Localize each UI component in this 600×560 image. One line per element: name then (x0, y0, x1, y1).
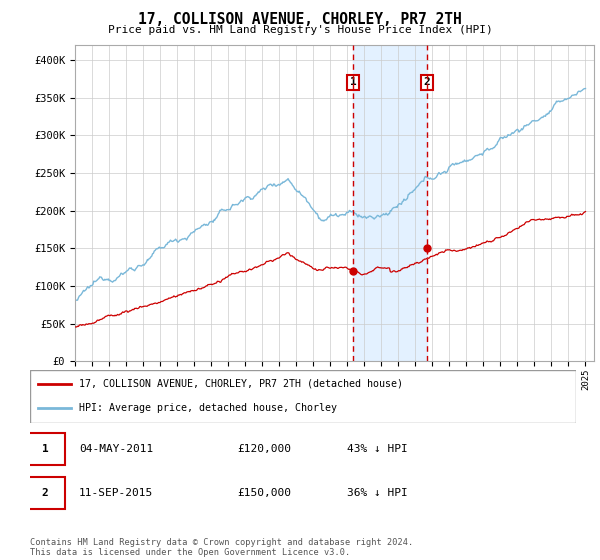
FancyBboxPatch shape (25, 433, 65, 465)
Text: 04-MAY-2011: 04-MAY-2011 (79, 444, 154, 454)
Text: 36% ↓ HPI: 36% ↓ HPI (347, 488, 407, 498)
Text: £150,000: £150,000 (238, 488, 292, 498)
FancyBboxPatch shape (30, 370, 576, 423)
Text: 1: 1 (350, 77, 356, 87)
Text: HPI: Average price, detached house, Chorley: HPI: Average price, detached house, Chor… (79, 403, 337, 413)
FancyBboxPatch shape (25, 477, 65, 509)
Text: £120,000: £120,000 (238, 444, 292, 454)
Text: 17, COLLISON AVENUE, CHORLEY, PR7 2TH: 17, COLLISON AVENUE, CHORLEY, PR7 2TH (138, 12, 462, 27)
Text: 2: 2 (41, 488, 49, 498)
Text: Price paid vs. HM Land Registry's House Price Index (HPI): Price paid vs. HM Land Registry's House … (107, 25, 493, 35)
Text: 2: 2 (424, 77, 431, 87)
Text: 17, COLLISON AVENUE, CHORLEY, PR7 2TH (detached house): 17, COLLISON AVENUE, CHORLEY, PR7 2TH (d… (79, 379, 403, 389)
Bar (353, 45, 427, 361)
Text: 11-SEP-2015: 11-SEP-2015 (79, 488, 154, 498)
Text: 43% ↓ HPI: 43% ↓ HPI (347, 444, 407, 454)
Text: Contains HM Land Registry data © Crown copyright and database right 2024.
This d: Contains HM Land Registry data © Crown c… (30, 538, 413, 557)
Text: 1: 1 (41, 444, 49, 454)
